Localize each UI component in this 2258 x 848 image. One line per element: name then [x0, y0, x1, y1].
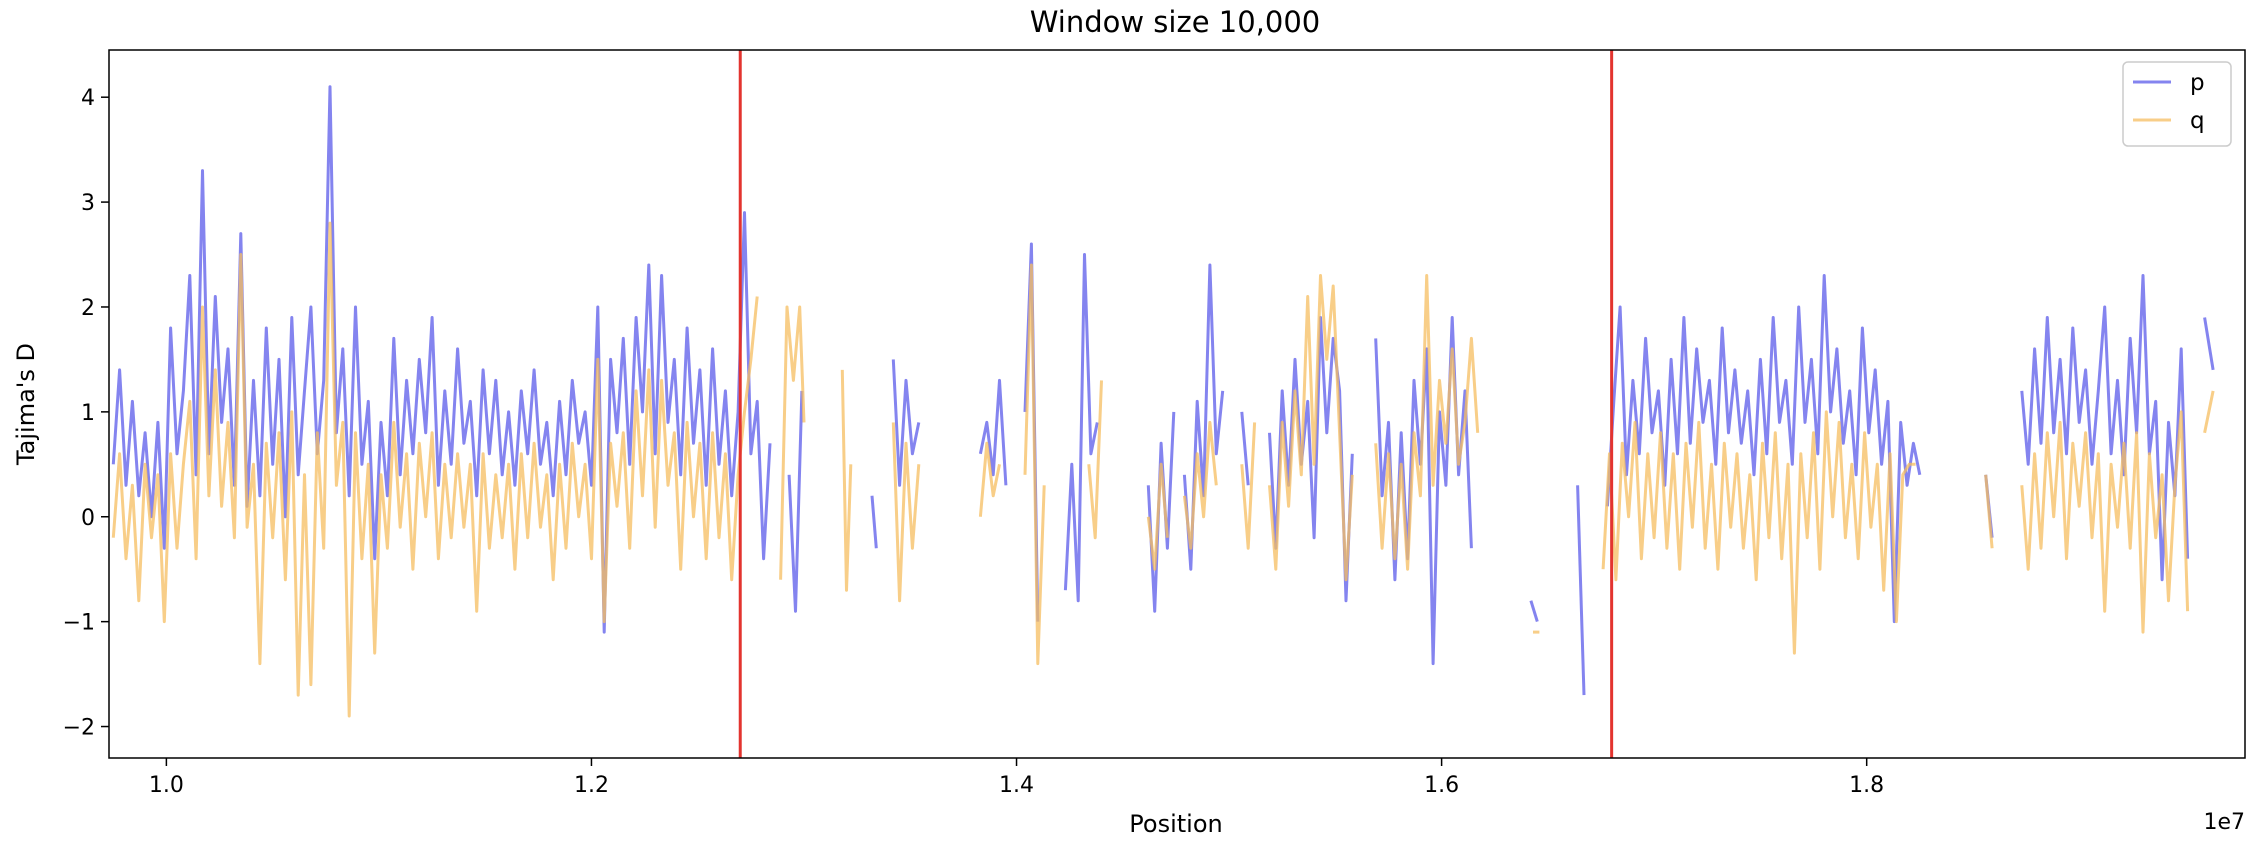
series-p-segment: [870, 495, 878, 549]
series-q-segment: [1023, 263, 1046, 666]
y-tick-label: −2: [63, 716, 95, 741]
y-tick-label: −1: [63, 611, 95, 636]
series-q-segment: [891, 422, 921, 603]
series-q-segment: [1601, 410, 1916, 655]
series-q-segment: [1268, 274, 1354, 582]
plot-frame: [108, 49, 2246, 759]
legend: p q: [2122, 61, 2232, 147]
series-q-segment: [1182, 420, 1218, 550]
series-p-segment: [2020, 274, 2190, 582]
series-p-segment: [1240, 411, 1250, 486]
series-q-segment: [2203, 390, 2215, 434]
y-tick-label: 0: [81, 506, 95, 531]
series-q-segment: [1984, 474, 1994, 549]
series-p-segment: [978, 378, 1008, 486]
series-q-segment: [111, 221, 759, 718]
y-tick-label: 1: [81, 401, 95, 426]
series-p-segment: [2203, 317, 2215, 371]
series-q-segment: [1240, 422, 1257, 550]
x-tick-label: 1.2: [574, 773, 609, 798]
series-q-segment: [1087, 380, 1103, 540]
y-axis-label: Tajima's D: [12, 343, 40, 466]
x-tick-label: 1.0: [149, 773, 184, 798]
series-p-segment: [1063, 253, 1099, 603]
x-tick-label: 1.6: [1424, 773, 1459, 798]
x-axis: 1.0 1.2 1.4 1.6 1.8: [149, 758, 1884, 798]
series-q-segment: [978, 441, 1001, 517]
legend-label-p: p: [2190, 70, 2205, 96]
series-q: [111, 221, 2215, 718]
vline-layer: [738, 50, 1614, 758]
x-axis-offset-label: 1e7: [2203, 810, 2245, 835]
series-p-segment: [1576, 485, 1586, 696]
series-p-segment: [111, 85, 772, 634]
legend-label-q: q: [2190, 108, 2205, 134]
series-q-segment: [840, 369, 853, 592]
legend-box: [2122, 61, 2232, 147]
series-q-segment: [2020, 410, 2190, 634]
y-tick-label: 4: [81, 86, 95, 111]
series-p-segment: [1146, 411, 1176, 613]
y-axis: −2 −1 0 1 2 3 4: [63, 86, 109, 741]
series-p-segment: [1529, 600, 1539, 623]
series-p-segment: [891, 359, 921, 487]
series-p-segment: [1605, 274, 1922, 624]
x-tick-label: 1.4: [999, 773, 1034, 798]
series-q-segment: [779, 305, 806, 580]
series-q-segment: [1146, 462, 1169, 571]
x-axis-label: Position: [1129, 810, 1222, 838]
series-p-segment: [787, 390, 804, 613]
series-p-segment: [1182, 263, 1225, 571]
x-tick-label: 1.8: [1849, 773, 1884, 798]
series-layer: [111, 85, 2215, 718]
y-tick-label: 2: [81, 296, 95, 321]
y-tick-label: 3: [81, 191, 95, 216]
series-q-segment: [1374, 274, 1480, 571]
chart-title: Window size 10,000: [1030, 5, 1320, 39]
